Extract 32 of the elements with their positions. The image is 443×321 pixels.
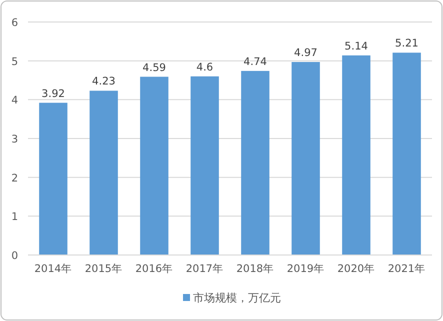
- x-tick-label: 2021年: [388, 263, 426, 275]
- data-label: 4.59: [142, 62, 166, 74]
- y-tick-label: 5: [11, 56, 18, 68]
- data-label: 3.92: [42, 88, 65, 100]
- bar: [140, 76, 168, 255]
- data-label: 4.97: [294, 47, 318, 59]
- x-tick-label: 2015年: [84, 263, 123, 275]
- y-tick-label: 3: [11, 134, 18, 146]
- bar: [90, 90, 118, 255]
- y-tick-label: 4: [11, 94, 18, 107]
- legend-label: 市场规模，万亿元: [193, 292, 281, 304]
- x-tick-label: 2017年: [186, 263, 224, 275]
- data-label: 4.23: [92, 76, 116, 88]
- bar: [292, 62, 320, 255]
- y-tick-label: 2: [11, 172, 18, 184]
- data-label: 5.14: [344, 40, 368, 52]
- x-tick-label: 2018年: [236, 263, 274, 275]
- bar: [190, 76, 219, 255]
- bar: [342, 55, 370, 255]
- y-tick-label: 0: [11, 250, 18, 262]
- y-tick-label: 6: [11, 17, 18, 29]
- data-label: 4.74: [244, 56, 268, 68]
- bar: [241, 70, 270, 255]
- bar: [392, 52, 421, 255]
- bar: [39, 102, 68, 255]
- y-tick-label: 1: [11, 211, 18, 224]
- x-tick-label: 2014年: [34, 263, 72, 275]
- x-tick-label: 2020年: [337, 263, 376, 275]
- data-label: 5.21: [395, 38, 418, 50]
- data-label: 4.6: [196, 61, 214, 74]
- x-tick-label: 2019年: [286, 263, 325, 275]
- x-tick-label: 2016年: [135, 263, 174, 275]
